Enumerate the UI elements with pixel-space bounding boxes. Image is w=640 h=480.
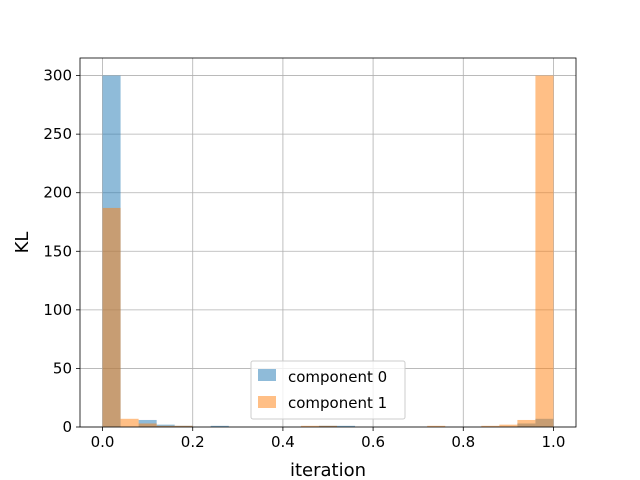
x-tick-label: 0.6	[361, 433, 385, 451]
bar-component-1	[300, 425, 319, 427]
bar-component-1	[120, 418, 139, 427]
x-tick-label: 0.4	[271, 433, 295, 451]
x-tick-label: 1.0	[542, 433, 566, 451]
x-tick-label: 0.8	[451, 433, 475, 451]
x-axis-label: iteration	[290, 460, 366, 480]
axis-ticks: 0.0 0.2 0.4 0.6 0.8 1.0 0 50 100 150 200 250 300	[43, 67, 565, 451]
y-tick-label: 300	[43, 67, 72, 85]
bar-component-1	[535, 75, 554, 428]
legend: component 0 component 1	[250, 360, 406, 420]
x-tick-label: 0.0	[91, 433, 115, 451]
bar-component-1	[427, 425, 446, 427]
bar-component-1	[318, 425, 338, 427]
y-tick-label: 50	[53, 359, 72, 377]
y-tick-label: 100	[43, 301, 72, 319]
bar-component-1	[138, 423, 157, 427]
bar-component-1	[102, 207, 121, 427]
legend-frame	[250, 360, 406, 420]
bar-component-1	[156, 425, 175, 427]
legend-swatch-component-0	[258, 369, 276, 381]
legend-label-component-0: component 0	[288, 368, 387, 386]
y-tick-label: 150	[43, 242, 72, 260]
bar-component-1	[174, 425, 193, 427]
bar-component-0	[337, 425, 356, 427]
x-tick-label: 0.2	[181, 433, 205, 451]
bars-layer	[102, 75, 554, 428]
legend-label-component-1: component 1	[288, 394, 387, 412]
legend-swatch-component-1	[258, 396, 276, 408]
y-tick-label: 0	[62, 418, 72, 436]
y-tick-label: 250	[43, 125, 72, 143]
bar-component-1	[499, 424, 518, 427]
bar-component-0	[156, 424, 175, 427]
y-axis-label: KL	[12, 232, 33, 254]
bar-component-0	[210, 425, 229, 427]
plot-frame	[79, 57, 577, 428]
y-tick-label: 200	[43, 184, 72, 202]
bar-component-1	[481, 425, 500, 427]
bar-component-1	[517, 419, 536, 427]
